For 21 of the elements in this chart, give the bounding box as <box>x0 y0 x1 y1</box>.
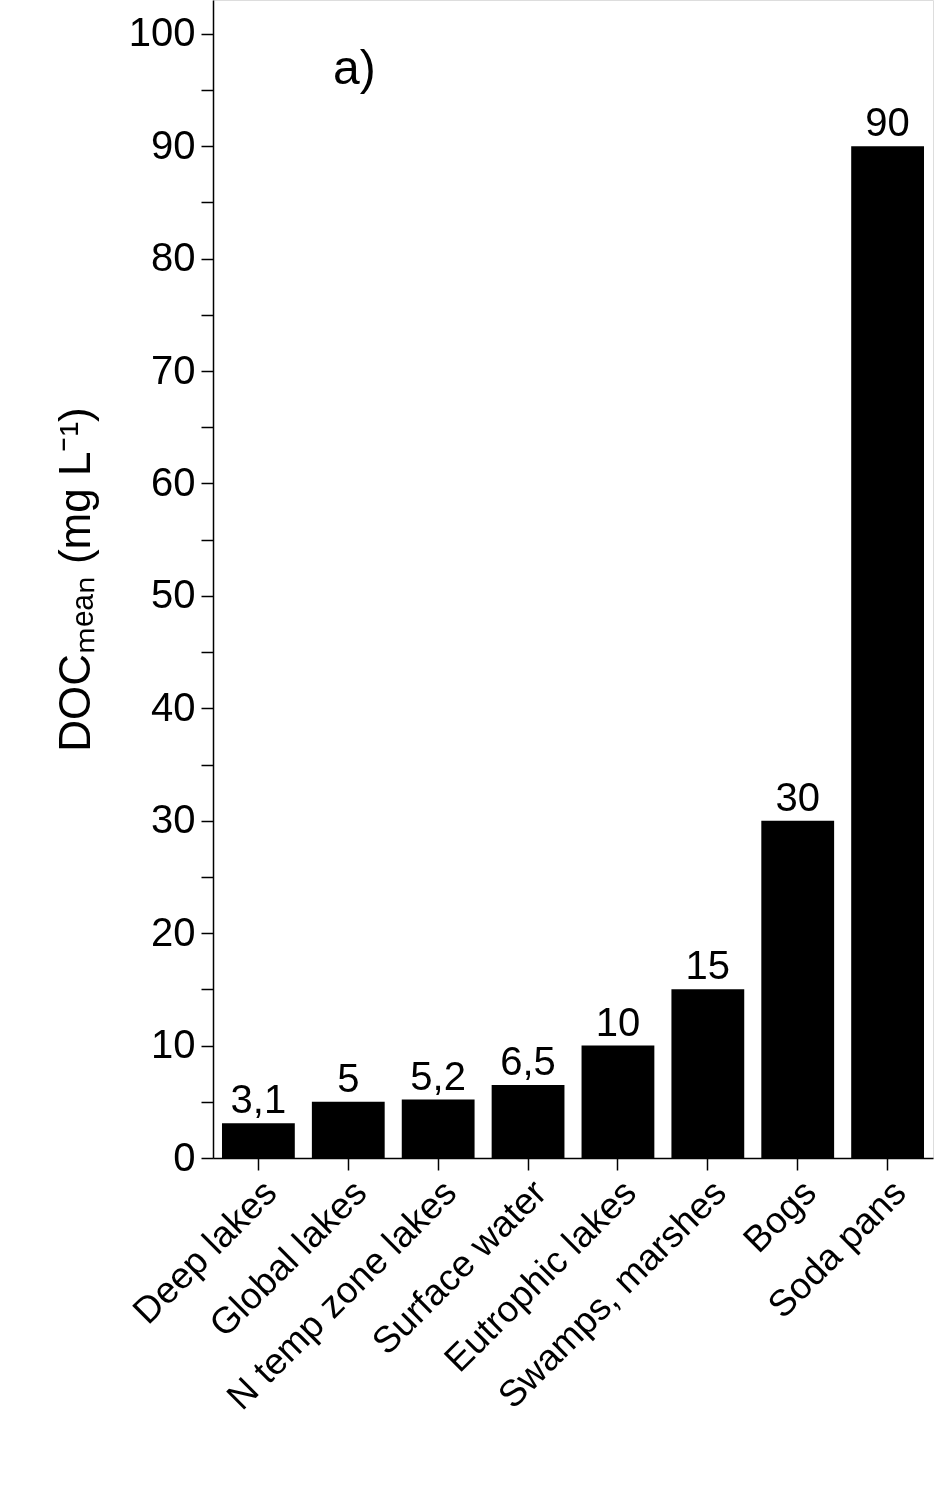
data-label: 3,1 <box>230 1077 287 1122</box>
data-label: 90 <box>865 100 910 145</box>
y-tick-label: 30 <box>151 797 196 842</box>
data-label: 15 <box>685 943 731 988</box>
annotation: a) <box>333 41 376 94</box>
data-label: 5,2 <box>410 1053 466 1098</box>
y-tick-label: 50 <box>151 572 196 617</box>
data-label: 30 <box>775 774 820 819</box>
y-tick-label: 90 <box>151 122 196 167</box>
y-tick-label: 40 <box>151 684 196 729</box>
y-tick-label: 80 <box>151 235 196 280</box>
data-label: 6,5 <box>500 1038 556 1083</box>
data-label: 5 <box>337 1055 360 1100</box>
data-label: 10 <box>595 999 641 1044</box>
y-tick-label: 10 <box>151 1022 196 1067</box>
y-tick-label: 100 <box>128 10 196 55</box>
y-tick-label: 60 <box>151 459 196 504</box>
y-tick-label: 20 <box>151 909 196 954</box>
y-tick-label: 0 <box>173 1134 196 1179</box>
y-axis-title: DOCₘₑₐₙ (mg L⁻¹) <box>49 407 99 752</box>
y-tick-label: 70 <box>151 347 196 392</box>
